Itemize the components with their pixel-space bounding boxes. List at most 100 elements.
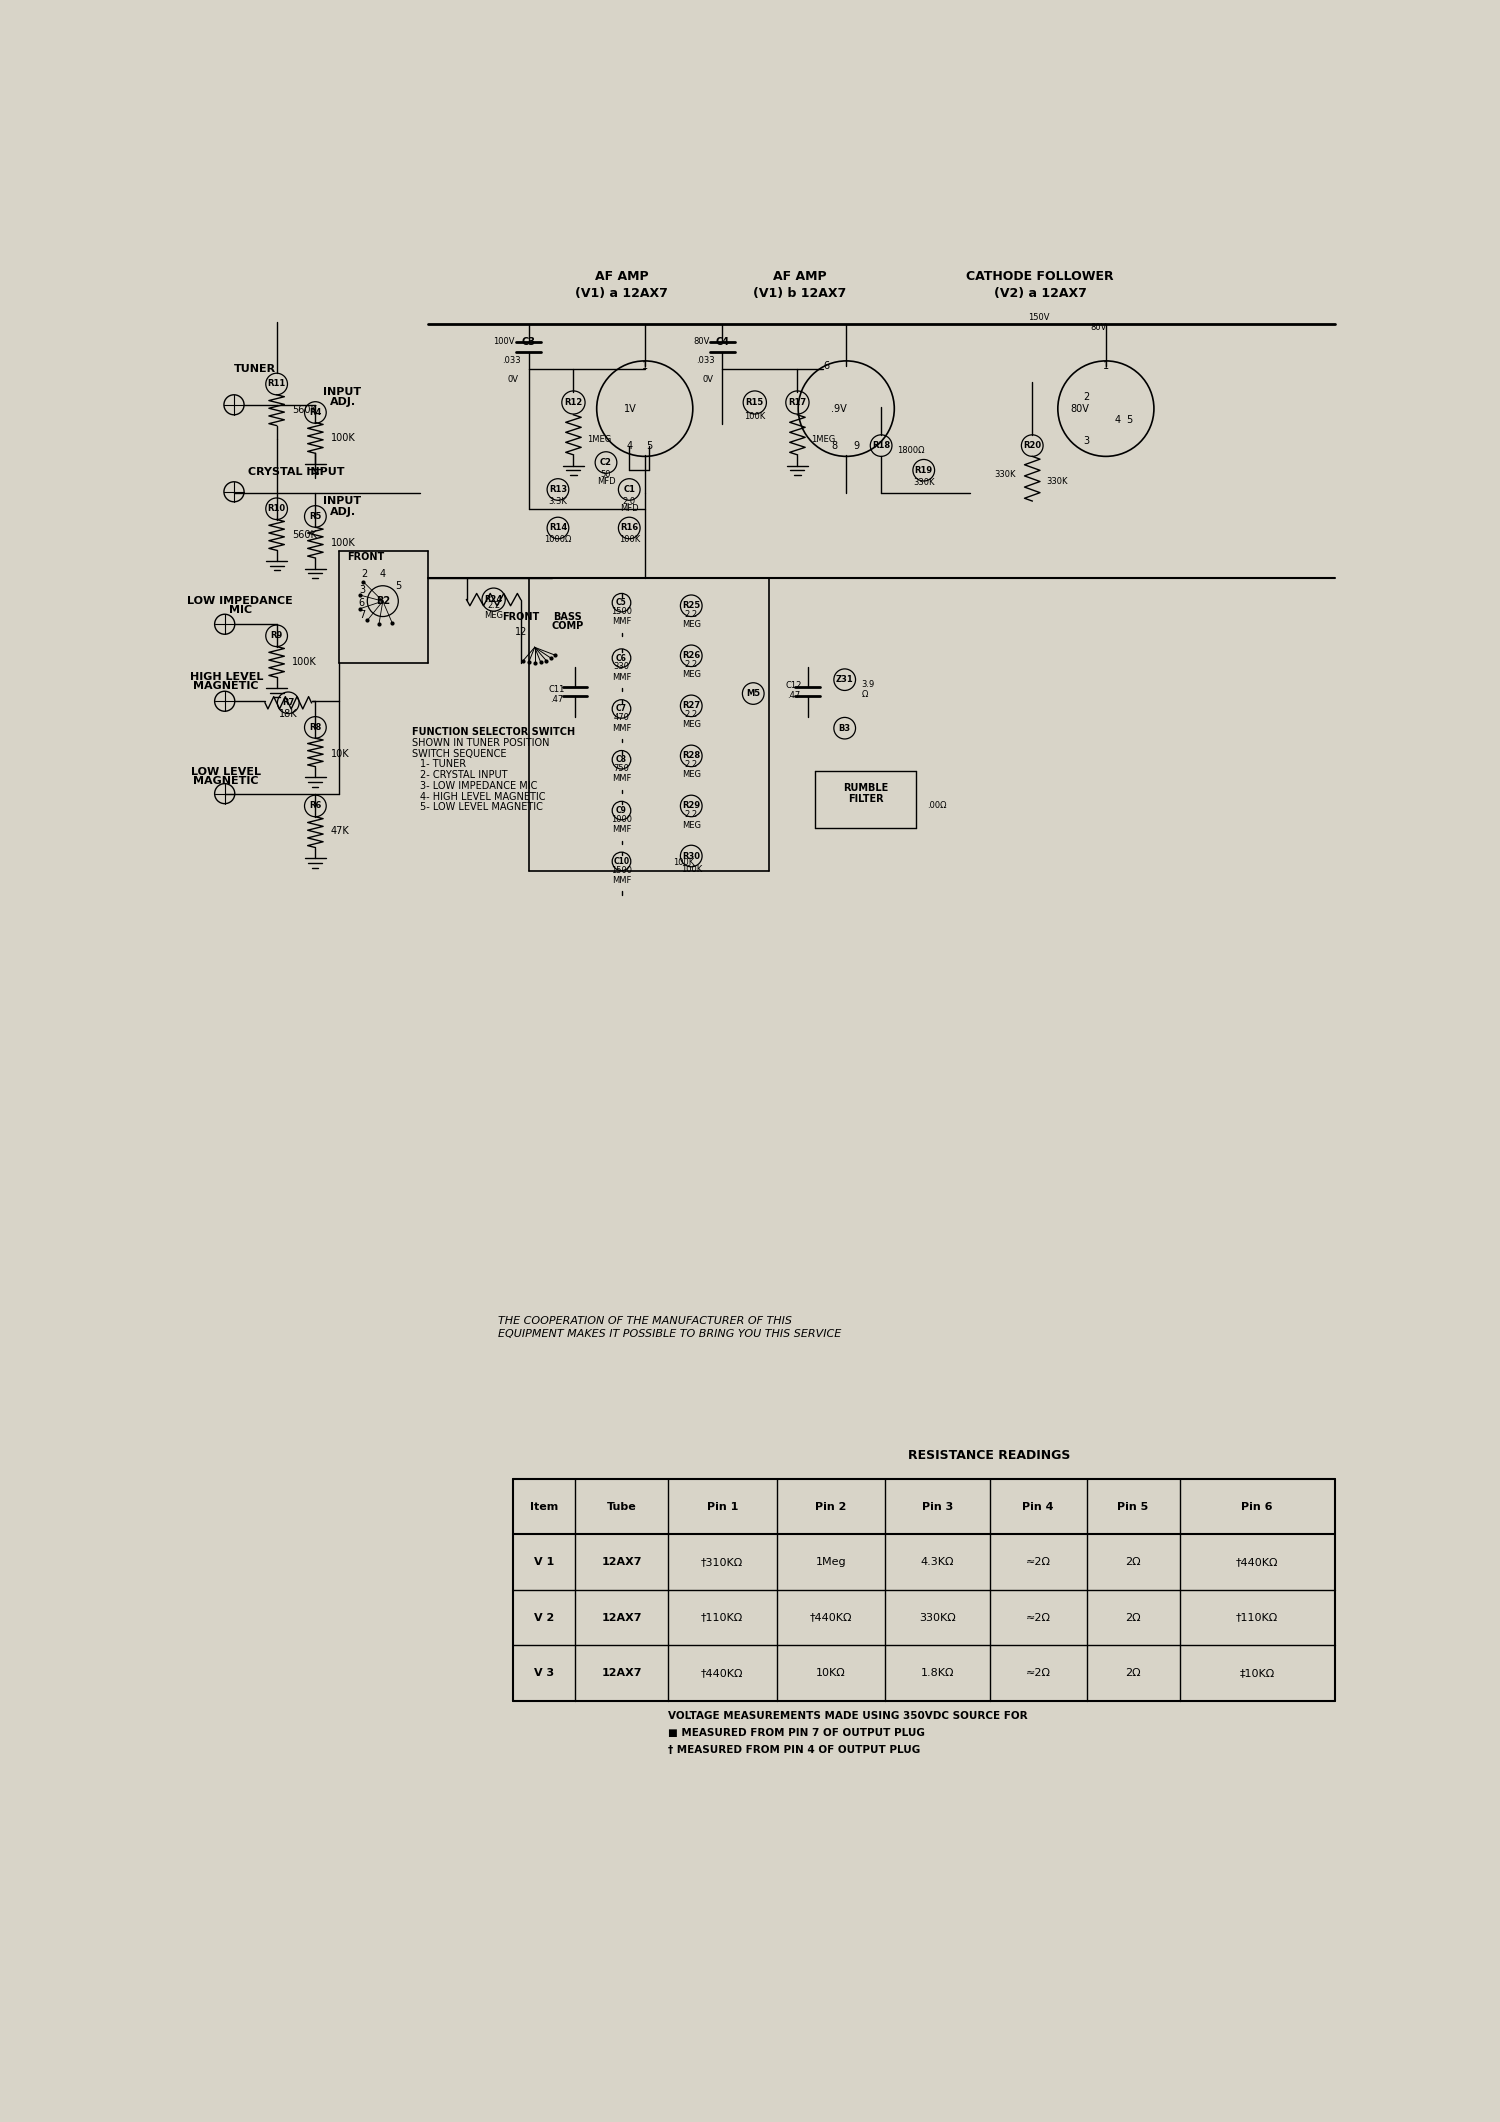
Text: Pin 6: Pin 6 bbox=[1242, 1502, 1272, 1511]
Text: 100K: 100K bbox=[744, 412, 765, 420]
Text: 1MEG: 1MEG bbox=[586, 435, 610, 443]
Text: 4: 4 bbox=[380, 569, 386, 579]
Text: R20: R20 bbox=[1023, 441, 1041, 450]
Text: 100K: 100K bbox=[332, 537, 356, 547]
Text: C2: C2 bbox=[600, 458, 612, 467]
Text: Pin 2: Pin 2 bbox=[815, 1502, 846, 1511]
Text: C6: C6 bbox=[616, 654, 627, 662]
Text: CRYSTAL INPUT: CRYSTAL INPUT bbox=[248, 467, 345, 477]
Text: 10KΩ: 10KΩ bbox=[816, 1668, 846, 1679]
Text: 2Ω: 2Ω bbox=[1125, 1668, 1142, 1679]
Text: SWITCH SEQUENCE: SWITCH SEQUENCE bbox=[413, 749, 507, 758]
Text: Pin 4: Pin 4 bbox=[1023, 1502, 1054, 1511]
Text: R12: R12 bbox=[564, 399, 582, 407]
Text: 3.9
Ω: 3.9 Ω bbox=[861, 679, 874, 700]
Text: .47: .47 bbox=[550, 696, 562, 705]
Text: (V2) a 12AX7: (V2) a 12AX7 bbox=[993, 286, 1086, 299]
Text: ADJ.: ADJ. bbox=[330, 397, 356, 407]
Text: 5- LOW LEVEL MAGNETIC: 5- LOW LEVEL MAGNETIC bbox=[420, 802, 543, 813]
Text: CATHODE FOLLOWER: CATHODE FOLLOWER bbox=[966, 269, 1114, 282]
Text: R17: R17 bbox=[789, 399, 807, 407]
Text: V 1: V 1 bbox=[534, 1558, 554, 1568]
Text: EQUIPMENT MAKES IT POSSIBLE TO BRING YOU THIS SERVICE: EQUIPMENT MAKES IT POSSIBLE TO BRING YOU… bbox=[498, 1328, 840, 1339]
Text: V 2: V 2 bbox=[534, 1613, 554, 1623]
Text: R28: R28 bbox=[682, 751, 700, 760]
Text: 50: 50 bbox=[600, 469, 612, 480]
Text: 330K: 330K bbox=[994, 469, 1016, 480]
Text: 6: 6 bbox=[824, 361, 830, 371]
Text: HIGH LEVEL: HIGH LEVEL bbox=[189, 671, 262, 681]
Text: 4: 4 bbox=[626, 441, 633, 450]
Text: (V1) b 12AX7: (V1) b 12AX7 bbox=[753, 286, 846, 299]
Text: 1000
MMF: 1000 MMF bbox=[610, 815, 632, 834]
Text: 12AX7: 12AX7 bbox=[602, 1668, 642, 1679]
Text: 1MEG: 1MEG bbox=[810, 435, 836, 443]
Text: 100K: 100K bbox=[674, 859, 694, 868]
Text: .00Ω: .00Ω bbox=[927, 802, 946, 811]
Text: LOW IMPEDANCE: LOW IMPEDANCE bbox=[188, 596, 292, 607]
Text: C7: C7 bbox=[616, 705, 627, 713]
Text: 4.3KΩ: 4.3KΩ bbox=[921, 1558, 954, 1568]
Text: 100K: 100K bbox=[618, 535, 640, 543]
Text: C10: C10 bbox=[614, 857, 630, 866]
Text: ■ MEASURED FROM PIN 7 OF OUTPUT PLUG: ■ MEASURED FROM PIN 7 OF OUTPUT PLUG bbox=[668, 1727, 926, 1738]
Text: VOLTAGE MEASUREMENTS MADE USING 350VDC SOURCE FOR: VOLTAGE MEASUREMENTS MADE USING 350VDC S… bbox=[668, 1710, 1028, 1721]
Text: ≈2Ω: ≈2Ω bbox=[1026, 1558, 1050, 1568]
Text: C11: C11 bbox=[548, 685, 564, 694]
Text: 1V: 1V bbox=[624, 403, 636, 414]
Text: R29: R29 bbox=[682, 802, 700, 811]
Text: 1800Ω: 1800Ω bbox=[897, 446, 924, 456]
Text: R16: R16 bbox=[620, 524, 639, 533]
Text: 1: 1 bbox=[642, 361, 648, 371]
Text: SHOWN IN TUNER POSITION: SHOWN IN TUNER POSITION bbox=[413, 738, 549, 747]
Text: LOW LEVEL: LOW LEVEL bbox=[192, 766, 261, 777]
Text: ‡10KΩ: ‡10KΩ bbox=[1239, 1668, 1275, 1679]
Text: 80V: 80V bbox=[693, 337, 709, 346]
Text: 80V: 80V bbox=[1071, 403, 1089, 414]
Text: 2.0: 2.0 bbox=[622, 497, 636, 505]
Text: 100K: 100K bbox=[681, 866, 702, 874]
Text: 2- CRYSTAL INPUT: 2- CRYSTAL INPUT bbox=[420, 770, 507, 781]
Text: COMP: COMP bbox=[550, 622, 584, 630]
Text: Z31: Z31 bbox=[836, 675, 854, 683]
Text: 3: 3 bbox=[358, 586, 364, 596]
Text: TUNER: TUNER bbox=[234, 363, 276, 373]
Text: 2.2
MEG: 2.2 MEG bbox=[681, 760, 700, 779]
Text: 4: 4 bbox=[1114, 416, 1120, 424]
Text: 5: 5 bbox=[1126, 416, 1132, 424]
Text: Pin 5: Pin 5 bbox=[1118, 1502, 1149, 1511]
Text: 47K: 47K bbox=[332, 825, 350, 836]
Text: 3- LOW IMPEDANCE MIC: 3- LOW IMPEDANCE MIC bbox=[420, 781, 537, 792]
Text: R13: R13 bbox=[549, 486, 567, 494]
Text: 2: 2 bbox=[1083, 393, 1089, 401]
Text: 2Ω: 2Ω bbox=[1125, 1558, 1142, 1568]
Text: 100V: 100V bbox=[494, 337, 514, 346]
Text: Item: Item bbox=[530, 1502, 558, 1511]
Text: 3: 3 bbox=[1083, 435, 1089, 446]
Text: 2: 2 bbox=[362, 569, 368, 579]
Text: .9V: .9V bbox=[831, 403, 846, 414]
Text: 12AX7: 12AX7 bbox=[602, 1613, 642, 1623]
Text: 330KΩ: 330KΩ bbox=[920, 1613, 956, 1623]
Text: 150V: 150V bbox=[1028, 314, 1048, 323]
Text: 7: 7 bbox=[358, 609, 364, 620]
Text: C3: C3 bbox=[522, 337, 536, 346]
Text: .033: .033 bbox=[696, 356, 714, 365]
Text: † MEASURED FROM PIN 4 OF OUTPUT PLUG: † MEASURED FROM PIN 4 OF OUTPUT PLUG bbox=[668, 1744, 920, 1755]
Text: INPUT: INPUT bbox=[324, 386, 362, 397]
Text: 10K: 10K bbox=[332, 749, 350, 758]
Text: 100K: 100K bbox=[292, 658, 316, 666]
Text: 100K: 100K bbox=[332, 433, 356, 443]
Text: ADJ.: ADJ. bbox=[330, 507, 356, 518]
Text: 2Ω: 2Ω bbox=[1125, 1613, 1142, 1623]
Text: R14: R14 bbox=[549, 524, 567, 533]
Text: 0V: 0V bbox=[704, 376, 714, 384]
Text: R25: R25 bbox=[682, 601, 700, 611]
Text: .47: .47 bbox=[788, 692, 800, 700]
Text: 12AX7: 12AX7 bbox=[602, 1558, 642, 1568]
Text: 1: 1 bbox=[1102, 361, 1108, 371]
Text: 18K: 18K bbox=[279, 709, 297, 719]
Text: R4: R4 bbox=[309, 407, 321, 418]
Text: †440KΩ: †440KΩ bbox=[700, 1668, 744, 1679]
Text: 0V: 0V bbox=[507, 376, 519, 384]
